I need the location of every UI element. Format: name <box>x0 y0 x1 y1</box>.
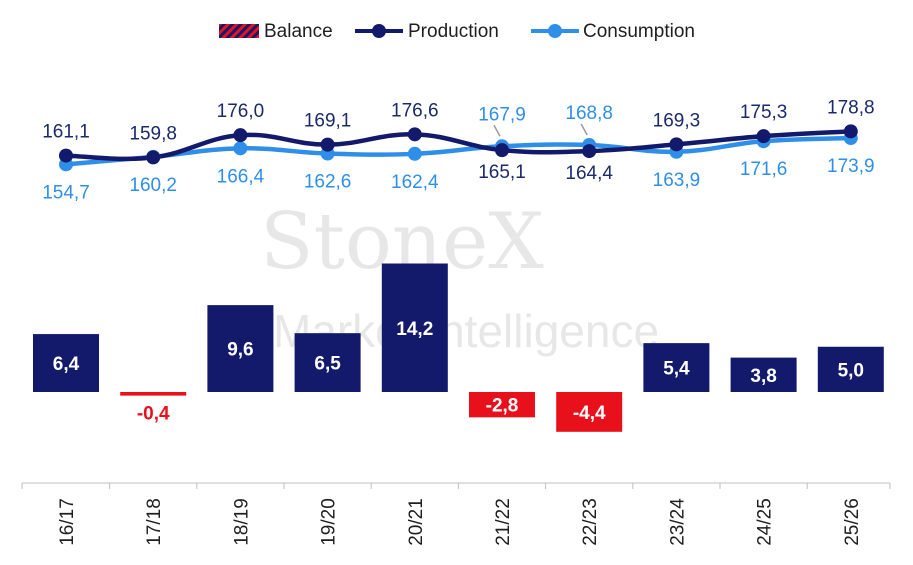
production-label-24-25: 175,3 <box>740 102 788 123</box>
production-label-17-18: 159,8 <box>129 123 177 144</box>
production-point-19-20 <box>320 137 335 152</box>
production-point-18-19 <box>233 128 248 143</box>
legend-balance-marker <box>219 24 259 38</box>
consumption-label-25-26: 173,9 <box>827 156 875 177</box>
consumption-label-17-18: 160,2 <box>129 175 177 196</box>
consumption-label-20-21: 162,4 <box>391 172 439 193</box>
balance-label-19-20: 6,5 <box>314 354 341 375</box>
balance-bar-21-22 <box>469 392 535 418</box>
consumption-label-19-20: 162,6 <box>304 172 352 193</box>
consumption-label-23-24: 163,9 <box>653 170 701 191</box>
leader-line-22-23 <box>580 123 588 136</box>
balance-bar-labels: 6,4 -0,4 9,6 6,5 14,2 -2,8 -4,4 5,4 3,8 5,0 <box>53 319 864 425</box>
x-tick-label-23-24: 23/24 <box>667 498 688 546</box>
production-point-21-22 <box>495 143 509 158</box>
point-labels: 161,1 159,8 176,0 169,1 176,6 165,1 164,4 169,3… <box>42 97 874 203</box>
balance-bar-17-18 <box>120 392 187 396</box>
balance-bar-24-25 <box>730 357 797 392</box>
production-label-20-21: 176,6 <box>391 100 439 121</box>
x-tick-label-20-21: 20/21 <box>406 498 427 546</box>
balance-bar-25-26 <box>817 346 884 392</box>
consumption-point-18-19 <box>233 141 248 156</box>
leader-lines <box>493 123 588 137</box>
series-lines <box>59 124 858 172</box>
production-point-25-26 <box>843 124 858 139</box>
production-point-23-24 <box>669 137 684 152</box>
production-label-19-20: 169,1 <box>304 111 352 132</box>
balance-label-20-21: 14,2 <box>396 319 433 340</box>
consumption-point-20-21 <box>407 146 422 161</box>
production-point-16-17 <box>59 148 73 163</box>
production-label-21-22: 165,1 <box>478 162 526 183</box>
balance-label-16-17: 6,4 <box>53 354 80 375</box>
balance-bar-16-17 <box>33 334 99 392</box>
x-tick-label-24-25: 24/25 <box>755 498 776 546</box>
x-tick-label-19-20: 19/20 <box>319 498 340 546</box>
balance-label-21-22: -2,8 <box>486 396 519 417</box>
x-tick-label-22-23: 22/23 <box>580 498 601 546</box>
production-label-23-24: 169,3 <box>653 110 701 131</box>
consumption-label-21-22: 167,9 <box>478 104 526 125</box>
x-tick-label-16-17: 16/17 <box>57 498 78 546</box>
consumption-label-18-19: 166,4 <box>217 166 265 187</box>
x-tick-label-21-22: 21/22 <box>493 498 514 546</box>
legend-production-label: Production <box>408 21 499 42</box>
balance-bars <box>33 263 884 432</box>
balance-label-17-18: -0,4 <box>137 404 170 425</box>
balance-label-22-23: -4,4 <box>573 403 606 424</box>
legend-balance-label: Balance <box>264 21 333 42</box>
production-label-22-23: 164,4 <box>565 163 613 184</box>
consumption-label-24-25: 171,6 <box>740 159 788 180</box>
x-tick-label-25-26: 25/26 <box>842 498 863 546</box>
consumption-label-16-17: 154,7 <box>42 182 90 203</box>
balance-bar-19-20 <box>294 333 361 392</box>
legend-production-dot <box>372 24 386 38</box>
legend-consumption-label: Consumption <box>583 21 695 42</box>
production-label-25-26: 178,8 <box>827 97 875 118</box>
x-tick-label-18-19: 18/19 <box>231 498 252 546</box>
x-tick-label-17-18: 17/18 <box>144 498 165 546</box>
production-label-16-17: 161,1 <box>42 122 90 143</box>
production-label-18-19: 176,0 <box>217 101 265 122</box>
production-point-24-25 <box>756 129 771 144</box>
x-axis: 16/17 17/18 18/19 19/20 20/21 21/22 22/23 23/24… <box>21 482 891 546</box>
balance-bar-20-21 <box>381 263 448 392</box>
balance-bar-22-23 <box>556 392 623 432</box>
balance-label-24-25: 3,8 <box>750 366 776 387</box>
balance-bar-18-19 <box>207 305 274 392</box>
balance-label-23-24: 5,4 <box>663 359 690 380</box>
watermark: StoneX Market Intelligence <box>260 197 659 357</box>
balance-label-18-19: 9,6 <box>227 340 253 361</box>
production-point-22-23 <box>582 144 597 159</box>
production-line <box>65 129 851 162</box>
leader-line-21-22 <box>493 124 501 137</box>
legend: Balance Production Consumption <box>219 21 695 42</box>
consumption-label-22-23: 168,8 <box>565 103 613 124</box>
balance-label-25-26: 5,0 <box>838 360 864 381</box>
consumption-line <box>65 135 851 167</box>
production-point-17-18 <box>146 150 161 165</box>
legend-consumption-dot <box>548 24 562 38</box>
production-point-20-21 <box>407 127 422 142</box>
balance-bar-23-24 <box>643 343 710 392</box>
